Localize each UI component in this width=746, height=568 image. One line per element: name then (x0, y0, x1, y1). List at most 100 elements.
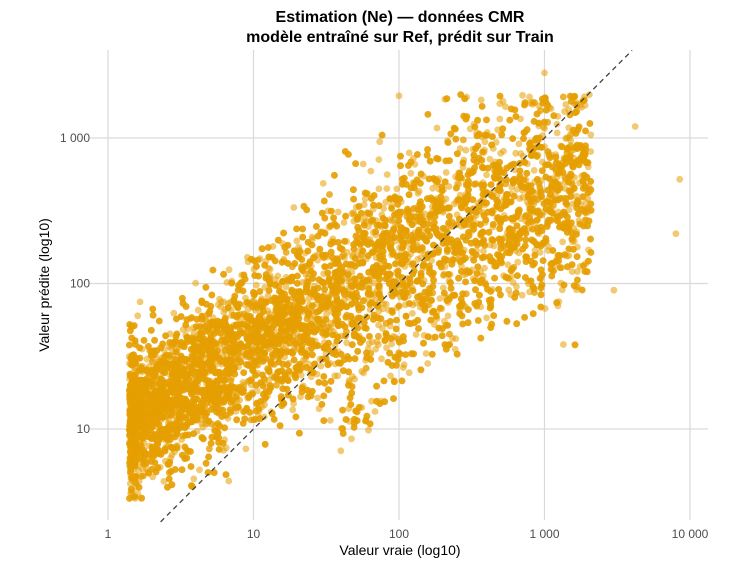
data-point (192, 279, 200, 287)
data-point (349, 373, 356, 380)
data-point (361, 195, 369, 203)
data-point (442, 169, 450, 176)
data-point (513, 283, 520, 291)
chart-subtitle: modèle entraîné sur Ref, prédit sur Trai… (246, 29, 554, 46)
data-point (585, 91, 593, 98)
data-point (375, 156, 383, 164)
data-point (536, 248, 544, 256)
data-point (407, 169, 415, 177)
data-point (383, 171, 391, 179)
data-point (334, 208, 342, 216)
data-point (373, 338, 381, 346)
data-point (421, 210, 429, 218)
data-point (565, 134, 573, 142)
data-point (376, 138, 384, 146)
data-point (409, 310, 416, 317)
data-point (308, 233, 316, 241)
data-point (560, 341, 567, 348)
data-point (502, 103, 509, 110)
data-point (319, 180, 327, 187)
data-point (359, 160, 367, 168)
data-point (515, 140, 523, 148)
data-point (481, 138, 489, 146)
data-point (387, 372, 394, 380)
data-point (486, 155, 494, 163)
data-point (337, 447, 345, 455)
data-point (365, 340, 373, 347)
data-point (334, 372, 342, 380)
data-point (477, 96, 485, 104)
data-point (136, 298, 144, 306)
data-point (379, 325, 386, 332)
data-point (326, 417, 334, 424)
data-point (526, 93, 533, 101)
data-point (170, 309, 178, 317)
data-point (483, 171, 490, 179)
data-point (190, 475, 198, 483)
data-point (214, 301, 222, 309)
data-point (126, 480, 134, 488)
data-point (531, 246, 539, 254)
data-point (225, 266, 233, 274)
data-point (512, 149, 520, 157)
data-point (405, 369, 413, 377)
data-point (513, 186, 521, 193)
data-point (196, 466, 203, 474)
data-point (497, 150, 504, 157)
data-points (125, 69, 684, 502)
data-point (412, 331, 420, 338)
data-point (433, 124, 441, 132)
data-point (375, 185, 383, 193)
data-point (565, 206, 573, 214)
data-point (378, 355, 385, 363)
data-point (289, 406, 297, 414)
data-point (400, 361, 408, 368)
data-point (445, 183, 453, 190)
data-point (372, 345, 379, 353)
data-point (340, 251, 348, 259)
data-point (422, 350, 430, 357)
data-point (242, 445, 250, 453)
data-point (553, 129, 561, 137)
data-point (365, 426, 372, 434)
data-point (194, 306, 202, 314)
data-point (574, 268, 581, 275)
data-point (504, 261, 512, 269)
data-point (587, 148, 595, 155)
data-point (367, 167, 375, 175)
data-point (517, 150, 525, 157)
data-point (559, 238, 566, 246)
data-point (481, 264, 488, 272)
data-point (314, 394, 322, 402)
data-point (456, 145, 464, 152)
data-point (382, 300, 390, 308)
data-point (415, 187, 423, 195)
data-point (393, 185, 401, 193)
data-point (388, 340, 395, 348)
data-point (253, 281, 260, 289)
data-point (383, 344, 390, 352)
data-point (436, 295, 444, 302)
data-point (323, 311, 330, 318)
data-point (452, 335, 460, 343)
data-point (462, 146, 470, 154)
data-point (562, 101, 570, 108)
data-point (514, 258, 522, 266)
data-point (340, 219, 348, 226)
data-point (568, 268, 576, 275)
data-point (439, 284, 447, 292)
data-point (499, 97, 507, 105)
data-point (561, 108, 568, 115)
data-point (305, 295, 313, 303)
data-point (480, 247, 487, 255)
data-point (553, 120, 561, 128)
data-point (519, 193, 527, 201)
data-point (405, 149, 413, 157)
data-point (293, 237, 301, 245)
data-point (496, 115, 504, 123)
data-point (225, 477, 233, 485)
data-point (519, 91, 526, 99)
data-point (424, 360, 432, 367)
data-point (317, 362, 325, 370)
data-point (490, 242, 498, 250)
